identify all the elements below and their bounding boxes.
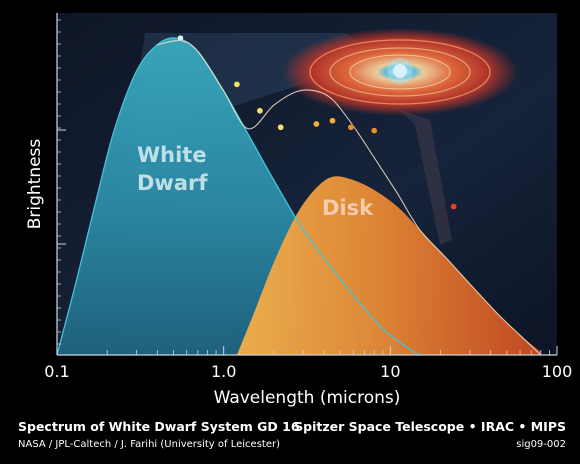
x-tick-label: 100 bbox=[542, 362, 573, 381]
observation-point bbox=[313, 120, 320, 128]
observation-point bbox=[277, 124, 285, 131]
observation-point bbox=[329, 117, 336, 124]
x-tick-label: 0.1 bbox=[44, 362, 69, 381]
observation-point bbox=[450, 203, 458, 210]
white-dwarf-label-line1: White bbox=[137, 143, 207, 167]
x-tick-label: 1.0 bbox=[211, 362, 236, 381]
caption-title: Spectrum of White Dwarf System GD 16 bbox=[18, 419, 300, 434]
combined-line bbox=[157, 39, 542, 356]
observation-point bbox=[177, 34, 184, 42]
caption-id: sig09-002 bbox=[516, 439, 566, 450]
caption-credit: NASA / JPL-Caltech / J. Farihi (Universi… bbox=[18, 439, 280, 450]
observation-point bbox=[370, 127, 378, 134]
white-dwarf-label-line2: Dwarf bbox=[137, 171, 208, 195]
observation-point bbox=[233, 81, 241, 88]
caption-mission: Spitzer Space Telescope • IRAC • MIPS bbox=[294, 419, 566, 434]
x-axis-label: Wavelength (microns) bbox=[214, 388, 401, 408]
y-axis-label: Brightness bbox=[25, 139, 45, 230]
debris-disk-illustration bbox=[282, 28, 518, 116]
disk-label: Disk bbox=[322, 196, 374, 220]
disk-area bbox=[236, 176, 541, 355]
x-tick-label: 10 bbox=[380, 362, 400, 381]
decorative-beam-right bbox=[400, 110, 452, 245]
observation-point bbox=[347, 124, 355, 131]
observation-point bbox=[256, 107, 264, 115]
